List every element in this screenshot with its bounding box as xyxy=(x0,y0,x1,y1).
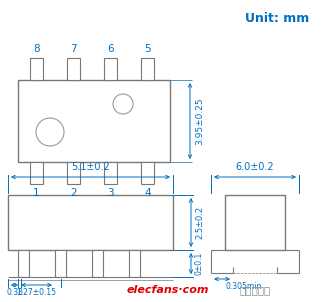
Text: elecfans·com: elecfans·com xyxy=(127,285,209,295)
Text: 2.5±0.2: 2.5±0.2 xyxy=(195,206,204,239)
Text: 1: 1 xyxy=(33,188,40,198)
Text: Unit: mm: Unit: mm xyxy=(245,12,309,25)
Text: 1.27±0.15: 1.27±0.15 xyxy=(16,288,56,297)
Bar xyxy=(104,162,117,184)
Bar xyxy=(141,58,154,80)
Text: 7: 7 xyxy=(70,44,77,54)
Text: 6: 6 xyxy=(107,44,114,54)
Bar xyxy=(18,250,29,277)
Bar xyxy=(67,162,80,184)
Bar xyxy=(141,162,154,184)
Text: 电子发烧友: 电子发烧友 xyxy=(239,285,271,295)
Text: 3.95±0.25: 3.95±0.25 xyxy=(195,97,204,145)
Bar xyxy=(129,250,140,277)
Bar xyxy=(30,58,43,80)
Bar xyxy=(104,58,117,80)
Bar xyxy=(225,195,285,250)
Bar xyxy=(8,195,173,250)
Text: 5: 5 xyxy=(144,44,151,54)
Bar xyxy=(30,162,43,184)
Text: 3: 3 xyxy=(107,188,114,198)
Bar xyxy=(92,250,103,277)
Text: 4: 4 xyxy=(144,188,151,198)
Text: 5.1±0.2: 5.1±0.2 xyxy=(71,162,110,172)
Text: 0±0.1: 0±0.1 xyxy=(195,252,204,275)
Text: 8: 8 xyxy=(33,44,40,54)
Bar xyxy=(55,250,66,277)
Text: 6.0±0.2: 6.0±0.2 xyxy=(236,162,274,172)
Bar xyxy=(18,80,170,162)
Text: 0.38: 0.38 xyxy=(6,288,23,297)
Text: 2: 2 xyxy=(70,188,77,198)
Bar xyxy=(67,58,80,80)
Text: 0.305min: 0.305min xyxy=(225,282,261,291)
